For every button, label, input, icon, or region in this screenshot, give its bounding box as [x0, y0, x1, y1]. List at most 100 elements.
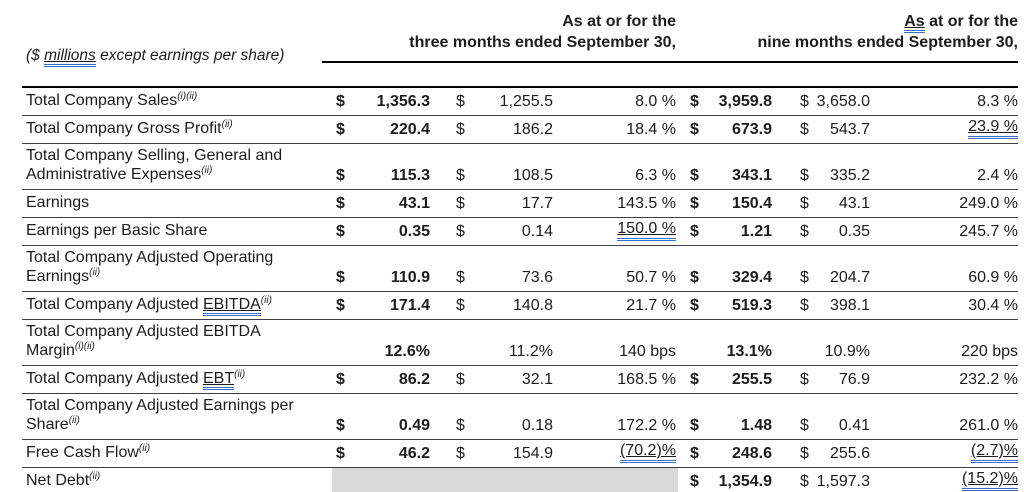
spacer [430, 241, 452, 245]
current-3mo-value: 12.6% [384, 343, 430, 360]
spacer [430, 463, 452, 467]
cell-current-3mo: $1,356.3 [332, 93, 430, 115]
dollar-sign: $ [456, 417, 465, 434]
spacer [676, 389, 686, 393]
cell-prior-3mo: $17.7 [452, 195, 553, 217]
row-label: Total Company Adjusted EBT(ii) [22, 369, 332, 393]
cell-prior-9mo: $0.41 [796, 417, 870, 439]
spacer [676, 111, 686, 115]
dollar-sign: $ [336, 93, 345, 110]
spacer [772, 315, 796, 319]
group2-line1: As at or for the [758, 11, 1018, 33]
footnote-marker: (ii) [138, 443, 151, 454]
header-rule [322, 61, 1018, 63]
dollar-sign: $ [800, 121, 809, 138]
cell-change-9mo: 249.0 % [870, 195, 1018, 217]
spacer [772, 139, 796, 143]
spacer [676, 463, 686, 467]
table-row: Earnings $43.1 $17.7 143.5 % $150.4 $43.… [22, 190, 1018, 218]
cell-change-9mo: 261.0 % [870, 417, 1018, 439]
dollar-sign: $ [336, 223, 345, 240]
dollar-sign: $ [456, 269, 465, 286]
table-row: Total Company Sales(i)(ii) $1,356.3 $1,2… [22, 88, 1018, 116]
cell-current-3mo: $46.2 [332, 445, 430, 467]
change-9mo-value: (15.2)% [961, 470, 1018, 491]
cell-current-9mo: $3,959.8 [686, 93, 772, 115]
row-label: Total Company Gross Profit(ii) [22, 119, 332, 143]
cell-change-9mo: 2.4 % [870, 167, 1018, 189]
spacer [430, 185, 452, 189]
current-9mo-value: 519.3 [731, 297, 772, 314]
dollar-sign: $ [800, 371, 809, 388]
prior-3mo-value: 0.18 [521, 417, 553, 434]
dollar-sign: $ [690, 121, 699, 138]
spacer [676, 361, 686, 365]
cell-current-3mo: $0.35 [332, 223, 430, 245]
table-row: Total Company Adjusted Operating Earning… [22, 246, 1018, 292]
row-label-text: Total Company Gross Profit [26, 120, 222, 137]
cell-prior-9mo: 10.9% [796, 343, 870, 365]
cell-change-3mo: 172.2 % [553, 417, 676, 439]
dollar-sign: $ [456, 223, 465, 240]
footnote-marker: (ii) [68, 415, 80, 426]
row-label-text: Total Company Selling, General and Admin… [26, 147, 283, 183]
cell-prior-3mo: $140.8 [452, 297, 553, 319]
cell-change-9mo: 30.4 % [870, 297, 1018, 319]
row-label: Earnings [22, 193, 332, 217]
cell-prior-3mo: 11.2% [452, 343, 553, 365]
prior-3mo-value: 73.6 [521, 269, 553, 286]
change-3mo-value: (70.2)% [619, 442, 676, 463]
change-9mo-value: 8.3 % [977, 93, 1018, 110]
table-caption: ($ millions except earnings per share) [26, 47, 284, 67]
prior-9mo-value: 76.9 [838, 371, 870, 388]
dollar-sign: $ [456, 167, 465, 184]
spacer [772, 241, 796, 245]
cell-change-3mo: 140 bps [553, 343, 676, 365]
dollar-sign: $ [336, 121, 345, 138]
cell-change-3mo: 150.0 % [553, 220, 676, 245]
change-9mo-value: 30.4 % [968, 297, 1018, 314]
change-3mo-value: 21.7 % [626, 297, 676, 314]
cell-current-9mo: $1.48 [686, 417, 772, 439]
spacer [430, 213, 452, 217]
cell-change-3mo: 50.7 % [553, 269, 676, 291]
row-label: Net Debt(ii) [22, 471, 332, 492]
prior-3mo-value: 154.9 [512, 445, 553, 462]
table-row: Net Debt(ii) $1,354.9 $1,597.3 (15.2)% [22, 468, 1018, 492]
current-9mo-value: 13.1% [726, 343, 772, 360]
change-9mo-value: 23.9 % [968, 118, 1018, 139]
cell-change-3mo: 143.5 % [553, 195, 676, 217]
cell-change-3mo: 21.7 % [553, 297, 676, 319]
cell-current-3mo: 12.6% [332, 343, 430, 365]
current-9mo-value: 248.6 [731, 445, 772, 462]
table-body: Total Company Sales(i)(ii) $1,356.3 $1,2… [22, 86, 1018, 492]
cell-change-9mo: 220 bps [870, 343, 1018, 365]
spacer [676, 241, 686, 245]
table-row: Total Company Adjusted EBITDA(ii) $171.4… [22, 292, 1018, 320]
change-9mo-value: (2.7)% [970, 442, 1018, 463]
cell-current-9mo: $248.6 [686, 445, 772, 467]
row-label-text: Free Cash Flow [26, 444, 139, 461]
cell-prior-9mo: $1,597.3 [796, 473, 870, 492]
cell-prior-3mo: $0.18 [452, 417, 553, 439]
dollar-sign: $ [336, 417, 345, 434]
dollar-sign: $ [690, 473, 699, 490]
spacer [772, 287, 796, 291]
dollar-sign: $ [800, 473, 809, 490]
dollar-sign: $ [456, 371, 465, 388]
footnote-marker: (ii) [201, 165, 213, 176]
prior-9mo-value: 255.6 [829, 445, 870, 462]
row-label-text: Earnings [26, 194, 90, 211]
prior-3mo-value: 17.7 [521, 195, 553, 212]
current-3mo-value: 115.3 [390, 167, 430, 184]
empty-cells-shading [332, 468, 678, 492]
row-label-text: Total Company Adjusted [26, 370, 203, 387]
prior-3mo-value: 140.8 [512, 297, 553, 314]
spacer [430, 435, 452, 439]
cell-current-9mo: $343.1 [686, 167, 772, 189]
cell-prior-9mo: $0.35 [796, 223, 870, 245]
dollar-sign: $ [800, 445, 809, 462]
prior-3mo-value: 186.2 [512, 121, 553, 138]
dollar-sign: $ [800, 269, 809, 286]
current-3mo-value: 220.4 [389, 121, 430, 138]
